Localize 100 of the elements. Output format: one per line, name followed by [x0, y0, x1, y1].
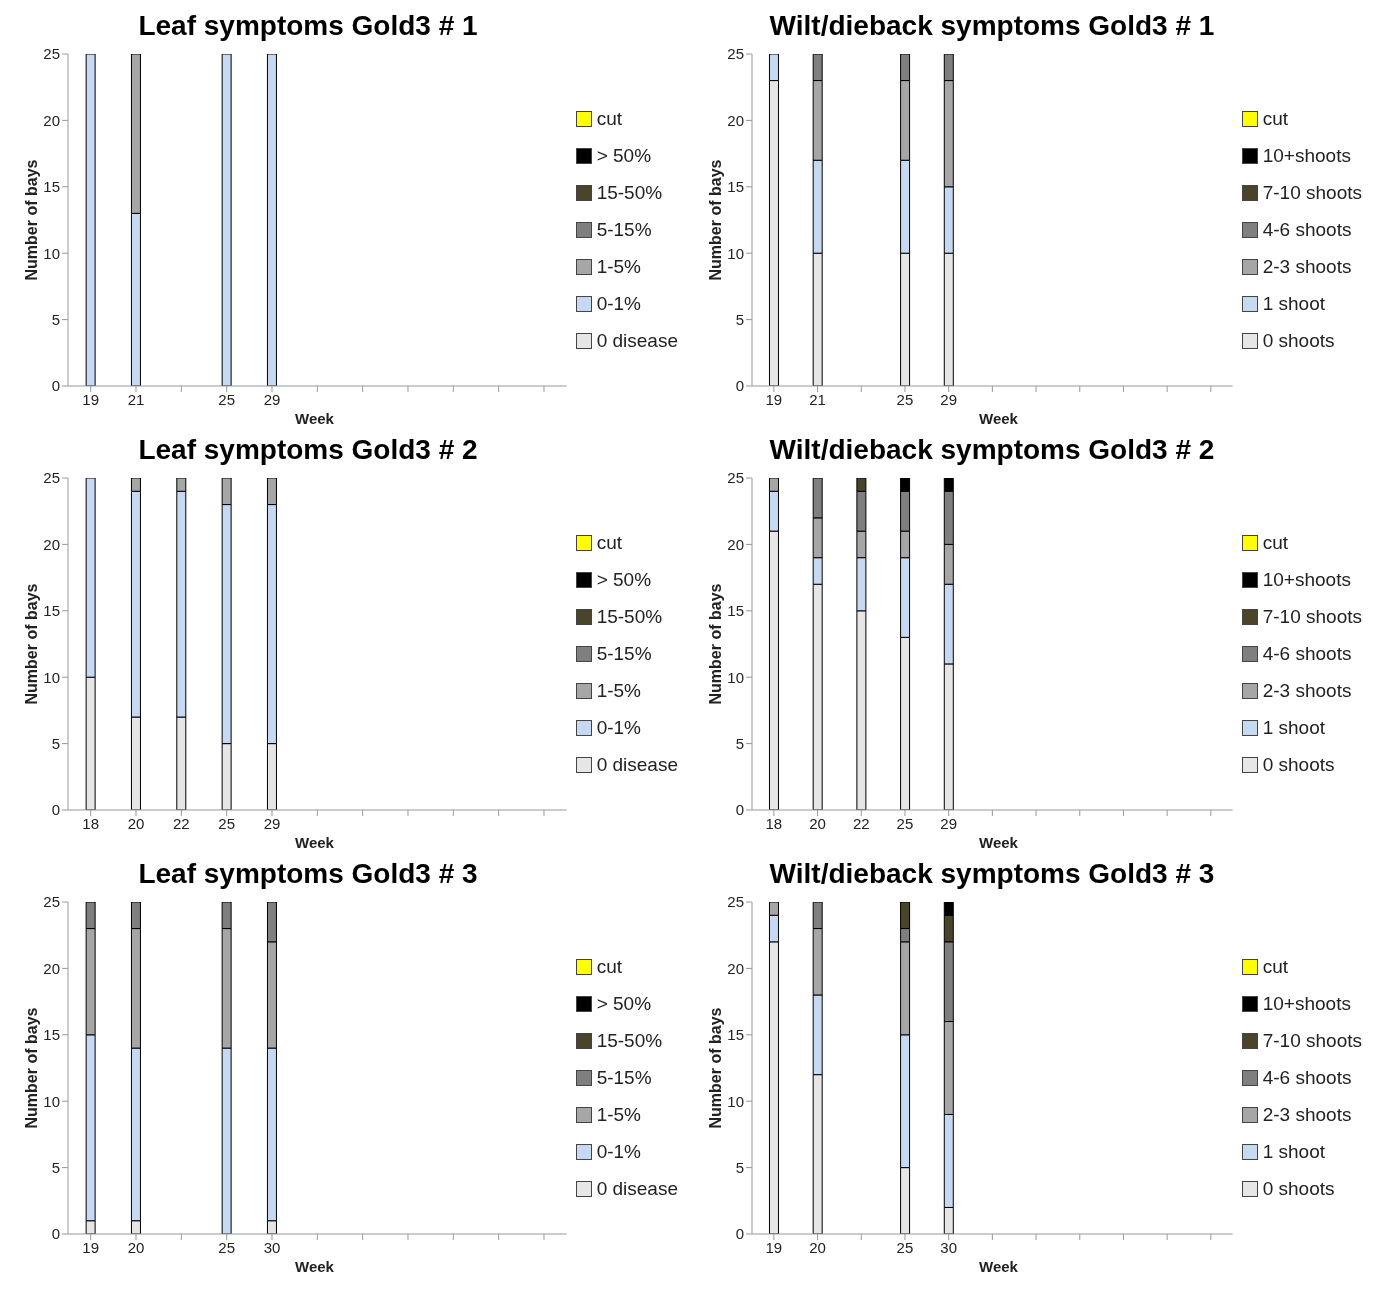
- x-axis-title: Week: [979, 1258, 1019, 1275]
- legend-label: 1-5%: [596, 1103, 642, 1126]
- x-tick-label: 25: [218, 390, 236, 408]
- y-tick-label: 25: [43, 45, 60, 63]
- legend-label: 7-10 shoots: [1262, 181, 1362, 204]
- legend-label: cut: [1262, 107, 1289, 130]
- legend-label: 1 shoot: [1262, 1140, 1326, 1163]
- legend-label: > 50%: [596, 144, 652, 167]
- y-tick-label: 20: [43, 111, 60, 129]
- legend-label: 5-15%: [596, 1066, 652, 1089]
- legend-label: 5-15%: [596, 218, 652, 241]
- x-tick-label: 25: [218, 1238, 236, 1256]
- y-tick-label: 5: [51, 310, 60, 328]
- legend-label: 4-6 shoots: [1262, 642, 1352, 665]
- y-axis-title: Number of bays: [22, 583, 40, 705]
- legend-label: 15-50%: [596, 181, 663, 204]
- x-tick-label: 25: [896, 390, 914, 408]
- chart-title: Leaf symptoms Gold3 # 3: [137, 857, 479, 891]
- y-tick-label: 15: [43, 602, 60, 620]
- legend-label: 0-1%: [596, 1140, 642, 1163]
- y-tick-label: 20: [727, 959, 744, 977]
- y-tick-label: 10: [43, 244, 60, 262]
- y-axis-title: Number of bays: [706, 159, 724, 281]
- y-tick-label: 10: [43, 668, 60, 686]
- legend-label: 4-6 shoots: [1262, 1066, 1352, 1089]
- legend-label: 7-10 shoots: [1262, 1029, 1362, 1052]
- y-tick-label: 10: [727, 1092, 744, 1110]
- chart-title: Wilt/dieback symptoms Gold3 # 1: [768, 9, 1216, 43]
- x-tick-label: 25: [896, 814, 914, 832]
- legend-label: cut: [596, 107, 623, 130]
- legend-label: 7-10 shoots: [1262, 605, 1362, 628]
- chart-title: Leaf symptoms Gold3 # 2: [137, 433, 479, 467]
- y-tick-label: 15: [727, 602, 744, 620]
- y-tick-label: 15: [43, 178, 60, 196]
- legend-label: 10+shoots: [1262, 992, 1351, 1015]
- y-tick-label: 5: [735, 310, 744, 328]
- x-axis-title: Week: [979, 834, 1019, 851]
- legend-label: > 50%: [596, 992, 652, 1015]
- y-tick-label: 10: [727, 668, 744, 686]
- legend-label: 0 shoots: [1262, 329, 1335, 352]
- x-tick-label: 18: [765, 814, 783, 832]
- x-tick-label: 25: [896, 1238, 914, 1256]
- x-tick-label: 18: [82, 814, 100, 832]
- y-tick-label: 25: [43, 893, 60, 911]
- y-tick-label: 10: [43, 1092, 60, 1110]
- legend-label: 2-3 shoots: [1262, 255, 1352, 278]
- legend-label: 2-3 shoots: [1262, 1103, 1352, 1126]
- chart-title: Wilt/dieback symptoms Gold3 # 2: [768, 433, 1216, 467]
- x-tick-label: 21: [127, 390, 145, 408]
- x-tick-label: 22: [852, 814, 870, 832]
- y-tick-label: 25: [727, 45, 744, 63]
- y-tick-label: 10: [727, 244, 744, 262]
- y-tick-label: 20: [727, 111, 744, 129]
- x-tick-label: 20: [127, 814, 145, 832]
- legend-label: 1 shoot: [1262, 292, 1326, 315]
- x-tick-label: 19: [765, 1238, 783, 1256]
- y-tick-label: 5: [51, 1158, 60, 1176]
- x-tick-label: 19: [82, 1238, 100, 1256]
- y-tick-label: 25: [727, 893, 744, 911]
- y-tick-label: 20: [43, 959, 60, 977]
- legend-label: 1-5%: [596, 679, 642, 702]
- legend-label: 10+shoots: [1262, 144, 1351, 167]
- y-tick-label: 20: [43, 535, 60, 553]
- legend-label: 15-50%: [596, 605, 663, 628]
- legend-label: 0-1%: [596, 292, 642, 315]
- y-tick-label: 5: [51, 734, 60, 752]
- x-tick-label: 19: [765, 390, 783, 408]
- x-axis-title: Week: [979, 410, 1019, 427]
- x-tick-label: 20: [809, 1238, 826, 1256]
- legend-label: > 50%: [596, 568, 652, 591]
- y-tick-label: 0: [51, 377, 60, 395]
- legend-label: 4-6 shoots: [1262, 218, 1352, 241]
- x-tick-label: 29: [263, 390, 281, 408]
- y-tick-label: 0: [735, 377, 744, 395]
- x-tick-label: 29: [263, 814, 281, 832]
- legend-label: cut: [596, 955, 623, 978]
- y-tick-label: 25: [727, 469, 744, 487]
- legend-label: 0 shoots: [1262, 1177, 1335, 1200]
- chart-title: Leaf symptoms Gold3 # 1: [137, 9, 479, 43]
- y-tick-label: 0: [51, 1225, 60, 1243]
- legend-label: 2-3 shoots: [1262, 679, 1352, 702]
- y-axis-title: Number of bays: [706, 1007, 724, 1129]
- x-axis-title: Week: [295, 410, 335, 427]
- y-axis-title: Number of bays: [22, 159, 40, 281]
- legend-label: 0 disease: [596, 329, 678, 352]
- x-tick-label: 19: [82, 390, 100, 408]
- x-tick-label: 25: [218, 814, 236, 832]
- y-tick-label: 0: [51, 801, 60, 819]
- y-tick-label: 0: [735, 1225, 744, 1243]
- y-tick-label: 5: [735, 734, 744, 752]
- x-tick-label: 20: [809, 814, 826, 832]
- y-tick-label: 15: [727, 178, 744, 196]
- x-tick-label: 29: [940, 814, 957, 832]
- x-tick-label: 30: [263, 1238, 281, 1256]
- x-tick-label: 20: [127, 1238, 145, 1256]
- y-axis-title: Number of bays: [706, 583, 724, 705]
- x-axis-title: Week: [295, 834, 335, 851]
- legend-label: 1 shoot: [1262, 716, 1326, 739]
- legend-label: 0-1%: [596, 716, 642, 739]
- y-tick-label: 5: [735, 1158, 744, 1176]
